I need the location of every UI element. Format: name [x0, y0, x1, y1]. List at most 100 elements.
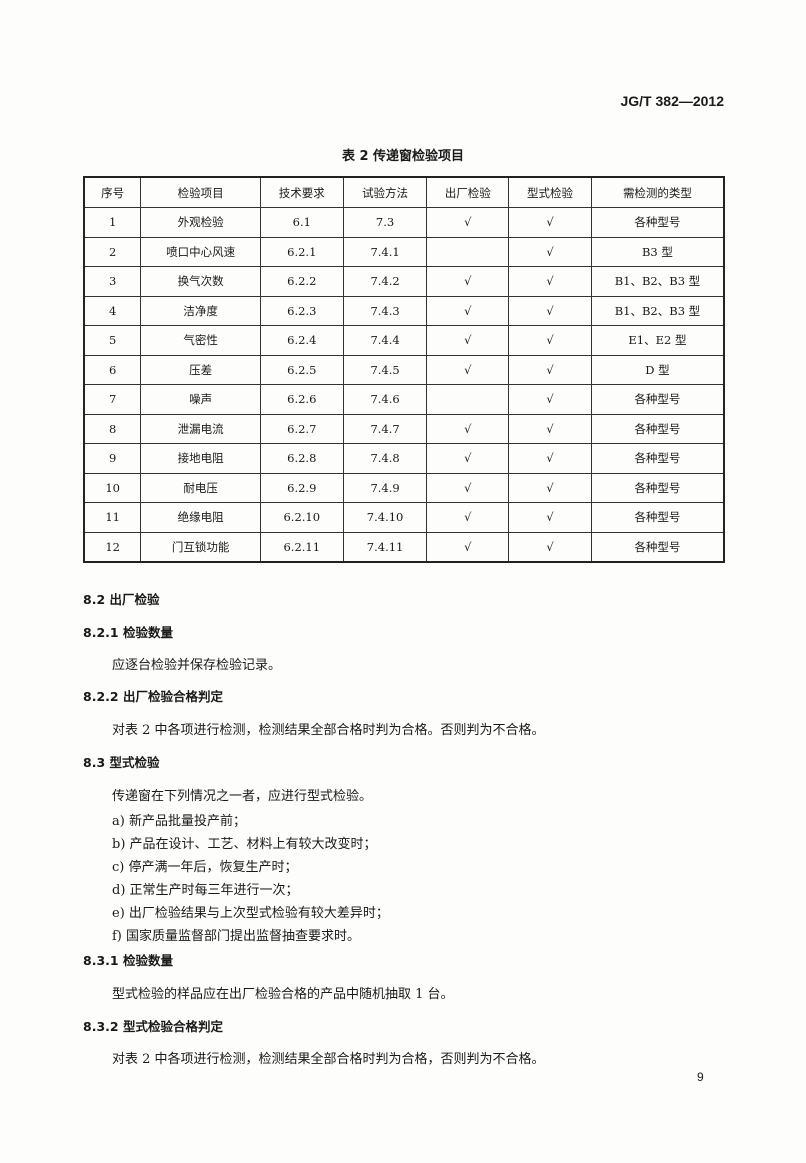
table-cell: 7.4.5: [342, 354, 428, 385]
table-cell: 压差: [140, 354, 261, 385]
section-8-2: 8.2 出厂检验: [83, 592, 160, 607]
table-cell: 各种型号: [590, 531, 725, 563]
table-row: 6 压差 6.2.5 7.4.5 √ √ D 型: [83, 354, 725, 385]
table-cell: B1、B2、B3 型: [590, 266, 725, 297]
table-cell: √: [508, 472, 592, 503]
table-cell: 各种型号: [590, 472, 725, 503]
table-row: 1 外观检验 6.1 7.3 √ √ 各种型号: [83, 207, 725, 238]
table-cell: 换气次数: [140, 266, 261, 297]
column-header: 型式检验: [508, 176, 592, 208]
table-cell: √: [508, 531, 592, 563]
table-cell: 10: [83, 472, 142, 503]
paragraph: 传递窗在下列情况之一者，应进行型式检验。: [112, 789, 373, 804]
table-cell: 12: [83, 531, 142, 563]
column-header: 出厂检验: [426, 176, 510, 208]
table-cell: 6.1: [259, 207, 344, 238]
table-row: 9 接地电阻 6.2.8 7.4.8 √ √ 各种型号: [83, 443, 725, 474]
table-cell: 11: [83, 502, 142, 533]
table-cell: 门互锁功能: [140, 531, 261, 563]
table-cell: 6.2.6: [259, 384, 344, 415]
table-cell: 耐电压: [140, 472, 261, 503]
table-cell: 7.4.3: [342, 295, 428, 326]
table-cell: √: [426, 266, 510, 297]
table-cell: 各种型号: [590, 502, 725, 533]
table-cell: 各种型号: [590, 443, 725, 474]
column-header: 需检测的类型: [590, 176, 725, 208]
table-cell: √: [426, 295, 510, 326]
table-cell: 喷口中心风速: [140, 236, 261, 267]
table-cell: √: [508, 443, 592, 474]
table-cell: 噪声: [140, 384, 261, 415]
list-item: b) 产品在设计、工艺、材料上有较大改变时；: [112, 837, 377, 852]
table-cell: 7.4.8: [342, 443, 428, 474]
table-cell: √: [426, 325, 510, 356]
column-header: 检验项目: [140, 176, 261, 208]
table-cell: √: [508, 502, 592, 533]
table-cell: √: [426, 472, 510, 503]
section-8-3-2: 8.3.2 型式检验合格判定: [83, 1019, 223, 1034]
table-cell: 1: [83, 207, 142, 238]
table-cell: B3 型: [590, 236, 725, 267]
table-cell: 7.4.1: [342, 236, 428, 267]
table-cell: 6.2.3: [259, 295, 344, 326]
table-cell: 6.2.10: [259, 502, 344, 533]
table-cell: 6.2.5: [259, 354, 344, 385]
table-cell: √: [508, 236, 592, 267]
page-number: 9: [697, 1070, 704, 1084]
table-cell: √: [508, 295, 592, 326]
table-cell: √: [508, 266, 592, 297]
section-8-2-1: 8.2.1 检验数量: [83, 625, 173, 640]
column-header: 试验方法: [342, 176, 428, 208]
table-cell: 6.2.7: [259, 413, 344, 444]
table-cell: 接地电阻: [140, 443, 261, 474]
section-8-3: 8.3 型式检验: [83, 755, 160, 770]
table-cell: 各种型号: [590, 384, 725, 415]
table-cell: 外观检验: [140, 207, 261, 238]
table-cell: [426, 384, 510, 415]
table-row: 2 喷口中心风速 6.2.1 7.4.1 √ B3 型: [83, 236, 725, 267]
table-caption: 表 2 传递窗检验项目: [341, 149, 465, 164]
list-item: d) 正常生产时每三年进行一次；: [112, 883, 299, 898]
paragraph: 对表 2 中各项进行检测，检测结果全部合格时判为合格。否则判为不合格。: [112, 723, 545, 738]
column-header: 序号: [83, 176, 142, 208]
table-cell: 2: [83, 236, 142, 267]
table-cell: √: [508, 354, 592, 385]
column-header: 技术要求: [259, 176, 344, 208]
table-row: 7 噪声 6.2.6 7.4.6 √ 各种型号: [83, 384, 725, 415]
table-cell: 3: [83, 266, 142, 297]
table-row: 11 绝缘电阻 6.2.10 7.4.10 √ √ 各种型号: [83, 502, 725, 533]
table-cell: 7.4.11: [342, 531, 428, 563]
table-header-row: 序号 检验项目 技术要求 试验方法 出厂检验 型式检验 需检测的类型: [83, 176, 725, 208]
inspection-table: 序号 检验项目 技术要求 试验方法 出厂检验 型式检验 需检测的类型 1 外观检验 6.1 7.3…: [83, 176, 725, 563]
table-row: 8 泄漏电流 6.2.7 7.4.7 √ √ 各种型号: [83, 413, 725, 444]
table-cell: 6.2.11: [259, 531, 344, 563]
table-row: 3 换气次数 6.2.2 7.4.2 √ √ B1、B2、B3 型: [83, 266, 725, 297]
paragraph: 对表 2 中各项进行检测，检测结果全部合格时判为合格，否则判为不合格。: [112, 1052, 545, 1067]
table-cell: 7.4.6: [342, 384, 428, 415]
paragraph: 型式检验的样品应在出厂检验合格的产品中随机抽取 1 台。: [112, 987, 454, 1002]
table-cell: √: [508, 413, 592, 444]
table-cell: 7.4.7: [342, 413, 428, 444]
table-cell: 洁净度: [140, 295, 261, 326]
table-cell: √: [426, 502, 510, 533]
table-cell: E1、E2 型: [590, 325, 725, 356]
table-cell: 各种型号: [590, 413, 725, 444]
table-cell: 7: [83, 384, 142, 415]
table-cell: √: [426, 354, 510, 385]
table-cell: 7.4.4: [342, 325, 428, 356]
table-cell: √: [508, 207, 592, 238]
table-cell: 5: [83, 325, 142, 356]
table-cell: 6.2.1: [259, 236, 344, 267]
standard-code: JG/T 382—2012: [620, 93, 724, 109]
table-cell: 6.2.4: [259, 325, 344, 356]
list-item: c) 停产满一年后，恢复生产时；: [112, 860, 298, 875]
table-row: 10 耐电压 6.2.9 7.4.9 √ √ 各种型号: [83, 472, 725, 503]
table-cell: √: [508, 384, 592, 415]
table-cell: 9: [83, 443, 142, 474]
paragraph: 应逐台检验并保存检验记录。: [112, 658, 282, 673]
table-cell: 7.4.9: [342, 472, 428, 503]
list-item: f) 国家质量监督部门提出监督抽查要求时。: [112, 929, 361, 944]
table-cell: 6: [83, 354, 142, 385]
table-cell: 4: [83, 295, 142, 326]
table-cell: √: [508, 325, 592, 356]
